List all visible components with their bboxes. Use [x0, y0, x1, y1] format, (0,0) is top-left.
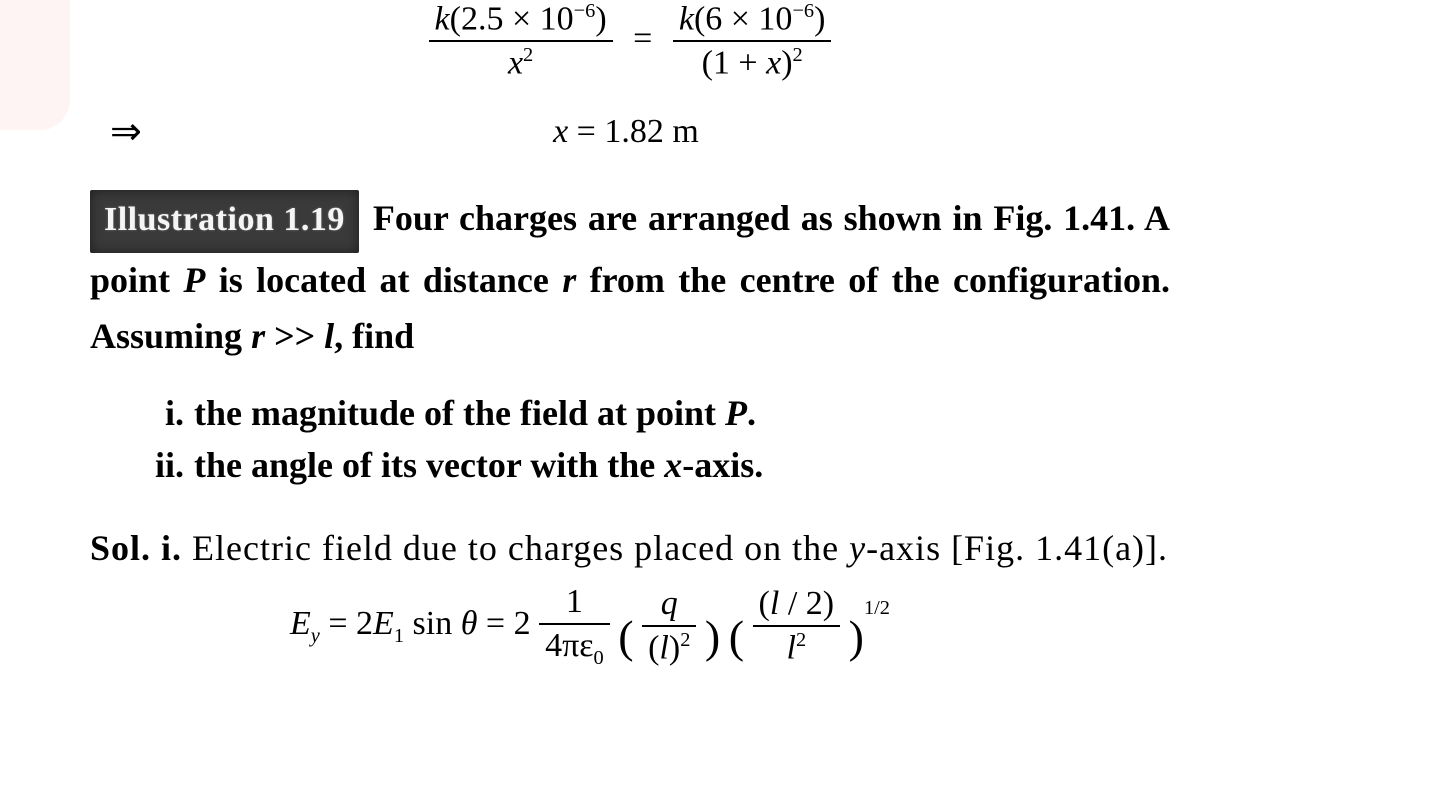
- implies-value: = 1.82 m: [568, 113, 699, 150]
- eq1-rhs-k: k: [679, 0, 694, 37]
- implies-equation: x = 1.82 m: [142, 113, 1170, 151]
- solution-text-b: -axis [Fig. 1.41(a)].: [866, 528, 1168, 568]
- eq2-f2-den-close: ): [669, 630, 680, 667]
- eq1-rhs-fraction: k(6 × 10−6) (1 + x)2: [673, 0, 832, 81]
- eq2-f2-den-open: (: [648, 630, 659, 667]
- page-corner-tint: [0, 0, 70, 130]
- illus-P: P: [183, 260, 205, 300]
- eq2-f1-num: 1: [539, 583, 610, 625]
- eq2-Ey-sub: y: [311, 625, 320, 647]
- illus-r: r: [562, 260, 576, 300]
- eq2-theta: θ: [461, 605, 478, 642]
- eq1-rhs-den-x: x: [766, 44, 781, 81]
- eq2-eq2: = 2: [477, 605, 530, 642]
- eq1-rhs-exp: −6: [792, 0, 814, 22]
- eq1-lhs-fraction: k(2.5 × 10−6) x2: [429, 0, 613, 81]
- equation-2: Ey = 2E1 sin θ = 2 1 4πε0 ( q (l)2 ) ( (…: [90, 583, 1170, 670]
- illustration-badge: Illustration 1.19: [90, 190, 359, 253]
- eq2-f3-num-slash: / 2): [779, 585, 834, 622]
- eq1-rhs-den-c: ): [781, 44, 792, 81]
- equation-1: k(2.5 × 10−6) x2 = k(6 × 10−6) (1 + x)2: [90, 0, 1170, 81]
- implies-symbol: ⇒: [110, 109, 142, 154]
- eq2-paren-open-1: (: [618, 611, 633, 662]
- list-ii-x: x: [664, 445, 682, 485]
- eq2-f3-den-exp: 2: [796, 629, 806, 651]
- eq1-lhs-num-c: ): [595, 0, 606, 37]
- implies-row: ⇒ x = 1.82 m: [90, 109, 1170, 154]
- implies-x: x: [553, 113, 568, 150]
- eq2-outer-exp: 1/2: [864, 597, 890, 619]
- eq2-f2-den-l: l: [659, 630, 668, 667]
- eq2-paren-close-1: ): [705, 611, 720, 662]
- eq2-f3-num-l: l: [770, 585, 779, 622]
- eq2-f1-den: 4πε: [545, 627, 593, 664]
- illus-r2: r: [251, 316, 265, 356]
- eq2-Ey-E: E: [290, 605, 311, 642]
- list-item-i: i. the magnitude of the field at point P…: [136, 387, 1170, 439]
- eq2-paren-close-2: ): [849, 611, 864, 662]
- eq1-equals: =: [621, 20, 664, 57]
- illus-text-d: , find: [334, 316, 414, 356]
- list-i-text-b: .: [747, 393, 756, 433]
- eq1-rhs-num-c: ): [814, 0, 825, 37]
- eq2-f3-num-open: (: [759, 585, 770, 622]
- eq1-rhs-den-a: (1 +: [702, 44, 767, 81]
- solution-text-a: Electric field due to charges placed on …: [182, 528, 849, 568]
- solution-lead: Sol. i.: [90, 528, 182, 568]
- eq1-rhs-num-b: (6 × 10: [694, 0, 793, 37]
- list-marker-i: i.: [136, 387, 194, 439]
- eq2-sin: sin: [404, 605, 461, 642]
- question-list: i. the magnitude of the field at point P…: [90, 387, 1170, 491]
- eq2-E1-E: E: [373, 605, 394, 642]
- illus-gg: >>: [265, 316, 324, 356]
- list-marker-ii: ii.: [136, 439, 194, 491]
- list-item-ii: ii. the angle of its vector with the x-a…: [136, 439, 1170, 491]
- eq2-frac1: 1 4πε0: [539, 583, 610, 670]
- solution-paragraph: Sol. i. Electric field due to charges pl…: [90, 521, 1170, 575]
- illustration-paragraph: Illustration 1.19Four charges are arrang…: [90, 190, 1170, 364]
- page-content: k(2.5 × 10−6) x2 = k(6 × 10−6) (1 + x)2 …: [0, 0, 1260, 670]
- eq1-lhs-den-x: x: [508, 44, 523, 81]
- illus-l: l: [324, 316, 334, 356]
- solution-y: y: [849, 528, 866, 568]
- eq1-lhs-num-b: (2.5 × 10: [450, 0, 574, 37]
- eq2-f2-num: q: [642, 585, 696, 627]
- eq2-frac2: q (l)2: [642, 585, 696, 667]
- eq2-f2-den-exp: 2: [680, 629, 690, 651]
- eq2-f3-den-l: l: [787, 630, 796, 667]
- list-i-text-a: the magnitude of the field at point: [194, 393, 725, 433]
- eq1-lhs-exp: −6: [574, 0, 596, 22]
- eq2-paren-open-2: (: [729, 611, 744, 662]
- eq2-E1-sub: 1: [394, 625, 404, 647]
- eq1-lhs-k: k: [435, 0, 450, 37]
- eq1-lhs-den-exp: 2: [523, 44, 533, 66]
- eq2-eq1: = 2: [320, 605, 373, 642]
- list-ii-text-b: -axis.: [682, 445, 763, 485]
- eq2-frac3: (l / 2) l2: [753, 585, 841, 667]
- list-i-P: P: [725, 393, 747, 433]
- illus-text-b: is located at distance: [205, 260, 562, 300]
- eq2-f1-den-sub: 0: [594, 647, 604, 669]
- eq1-rhs-den-exp: 2: [793, 44, 803, 66]
- list-ii-text-a: the angle of its vector with the: [194, 445, 664, 485]
